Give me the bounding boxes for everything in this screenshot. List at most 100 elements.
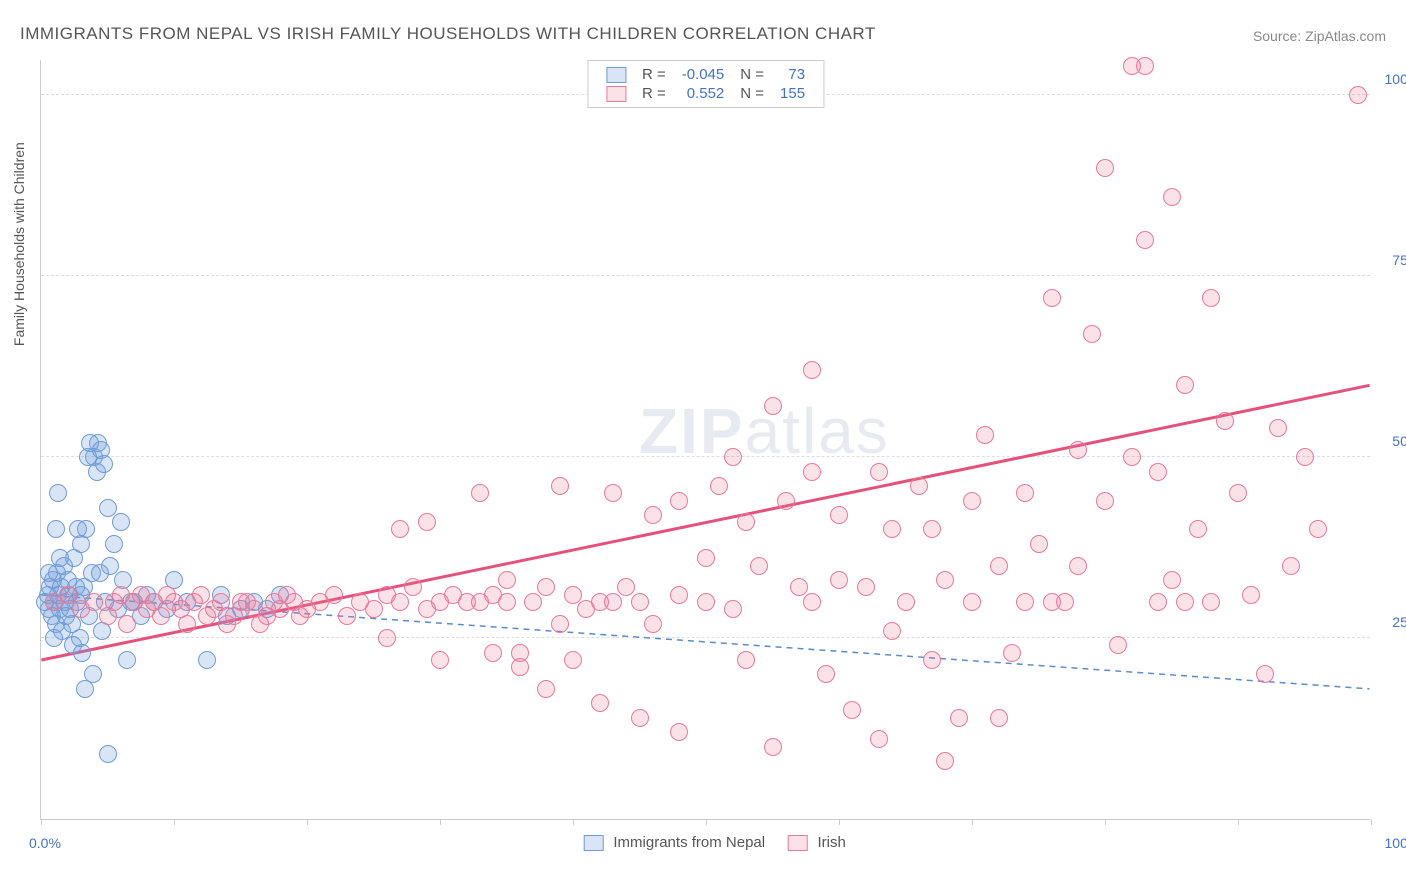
- correlation-legend: R = -0.045 N = 73 R = 0.552 N = 155: [587, 60, 824, 108]
- data-point: [737, 651, 755, 669]
- data-point: [857, 578, 875, 596]
- data-point: [1016, 484, 1034, 502]
- plot-area: ZIPatlas 25.0%50.0%75.0%100.0% Family Ho…: [40, 60, 1370, 820]
- x-tick-label-min: 0.0%: [29, 835, 61, 851]
- data-point: [85, 593, 103, 611]
- data-point: [990, 557, 1008, 575]
- legend-swatch-icon: [583, 835, 603, 851]
- data-point: [1309, 520, 1327, 538]
- data-point: [99, 745, 117, 763]
- data-point: [1083, 325, 1101, 343]
- data-point: [551, 477, 569, 495]
- data-point: [91, 564, 109, 582]
- data-point: [1136, 57, 1154, 75]
- x-tick: [41, 819, 42, 825]
- data-point: [198, 651, 216, 669]
- data-point: [537, 578, 555, 596]
- data-point: [950, 709, 968, 727]
- data-point: [604, 593, 622, 611]
- source-attribution: Source: ZipAtlas.com: [1253, 28, 1386, 44]
- data-point: [484, 644, 502, 662]
- y-tick-label: 25.0%: [1392, 614, 1406, 630]
- data-point: [1216, 412, 1234, 430]
- data-point: [1282, 557, 1300, 575]
- data-point: [418, 513, 436, 531]
- data-point: [1349, 86, 1367, 104]
- x-tick: [440, 819, 441, 825]
- x-tick-label-max: 100.0%: [1385, 835, 1406, 851]
- data-point: [1176, 376, 1194, 394]
- data-point: [697, 549, 715, 567]
- data-point: [1003, 644, 1021, 662]
- data-point: [391, 520, 409, 538]
- data-point: [1229, 484, 1247, 502]
- data-point: [870, 730, 888, 748]
- data-point: [511, 658, 529, 676]
- data-point: [910, 477, 928, 495]
- data-point: [843, 701, 861, 719]
- data-point: [830, 571, 848, 589]
- data-point: [724, 448, 742, 466]
- data-point: [212, 593, 230, 611]
- data-point: [105, 535, 123, 553]
- data-point: [1149, 463, 1167, 481]
- data-point: [1043, 593, 1061, 611]
- data-point: [737, 513, 755, 531]
- data-point: [803, 361, 821, 379]
- data-point: [923, 520, 941, 538]
- x-tick: [307, 819, 308, 825]
- data-point: [830, 506, 848, 524]
- data-point: [1069, 441, 1087, 459]
- data-point: [777, 492, 795, 510]
- data-point: [45, 629, 63, 647]
- y-tick-label: 75.0%: [1392, 252, 1406, 268]
- data-point: [338, 607, 356, 625]
- x-tick: [839, 819, 840, 825]
- data-point: [391, 593, 409, 611]
- data-point: [644, 615, 662, 633]
- data-point: [192, 586, 210, 604]
- data-point: [897, 593, 915, 611]
- x-tick: [706, 819, 707, 825]
- data-point: [378, 629, 396, 647]
- data-point: [40, 564, 58, 582]
- data-point: [1096, 492, 1114, 510]
- data-point: [431, 651, 449, 669]
- legend-label: Immigrants from Nepal: [613, 834, 765, 851]
- data-point: [81, 434, 99, 452]
- data-point: [49, 484, 67, 502]
- data-point: [1176, 593, 1194, 611]
- data-point: [936, 571, 954, 589]
- data-point: [498, 571, 516, 589]
- data-point: [591, 694, 609, 712]
- data-point: [697, 593, 715, 611]
- data-point: [883, 520, 901, 538]
- data-point: [551, 615, 569, 633]
- data-point: [404, 578, 422, 596]
- data-point: [803, 593, 821, 611]
- data-point: [750, 557, 768, 575]
- data-point: [764, 397, 782, 415]
- x-tick: [1105, 819, 1106, 825]
- data-point: [1163, 571, 1181, 589]
- legend-swatch-icon: [787, 835, 807, 851]
- legend-swatch-icon: [606, 86, 626, 102]
- data-point: [1163, 188, 1181, 206]
- data-point: [1109, 636, 1127, 654]
- data-point: [564, 651, 582, 669]
- legend-row-series-1: R = -0.045 N = 73: [598, 65, 813, 84]
- data-point: [803, 463, 821, 481]
- data-point: [976, 426, 994, 444]
- data-point: [963, 593, 981, 611]
- data-point: [1296, 448, 1314, 466]
- data-point: [564, 586, 582, 604]
- data-point: [1202, 593, 1220, 611]
- data-point: [631, 709, 649, 727]
- data-point: [1043, 289, 1061, 307]
- legend-swatch-icon: [606, 67, 626, 83]
- data-point: [524, 593, 542, 611]
- data-point: [112, 513, 130, 531]
- data-point: [936, 752, 954, 770]
- data-point: [69, 520, 87, 538]
- data-point: [1016, 593, 1034, 611]
